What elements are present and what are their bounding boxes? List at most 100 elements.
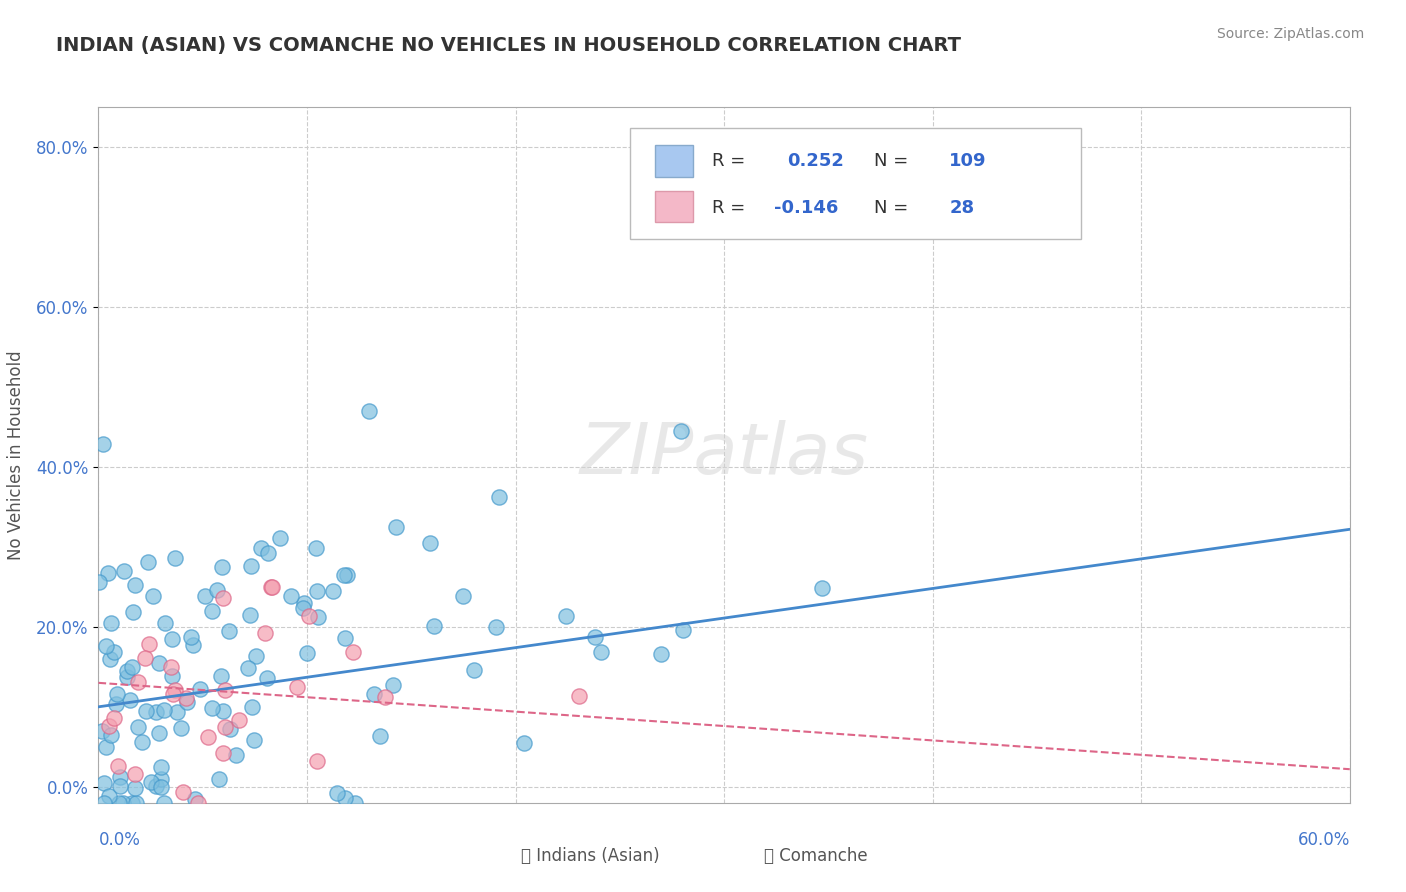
Point (91, 436, 114, 450)
Point (108, 779, 131, 793)
Point (162, 669, 184, 683)
Point (260, 580, 283, 594)
Point (142, 589, 165, 603)
Point (295, 646, 318, 660)
Point (89, 574, 111, 589)
Point (162, 687, 184, 701)
Point (810, 581, 832, 595)
Point (589, 644, 612, 658)
Point (583, 630, 606, 644)
Point (148, 656, 170, 670)
Point (344, 796, 367, 810)
Point (150, 780, 173, 794)
Point (124, 796, 146, 810)
Point (127, 720, 149, 734)
Point (98, 789, 121, 804)
Point (285, 681, 308, 695)
Text: N =: N = (875, 199, 914, 217)
Point (305, 584, 328, 599)
Point (100, 729, 122, 743)
Point (292, 596, 315, 610)
Point (555, 609, 578, 624)
Point (363, 688, 385, 702)
Point (333, 568, 356, 582)
Point (148, 726, 170, 740)
Point (108, 770, 131, 784)
Point (166, 705, 188, 719)
Point (112, 796, 135, 810)
Point (240, 700, 263, 714)
Text: 0.0%: 0.0% (98, 830, 141, 848)
Point (124, 578, 146, 592)
Y-axis label: No Vehicles in Household: No Vehicles in Household (7, 350, 25, 560)
Point (127, 674, 149, 689)
Point (96, 739, 118, 754)
Point (374, 690, 396, 704)
Point (381, 678, 404, 692)
Point (212, 591, 235, 606)
Text: R =: R = (711, 199, 751, 217)
Text: R =: R = (711, 153, 751, 170)
Point (250, 541, 273, 556)
Point (322, 583, 344, 598)
Point (292, 601, 315, 615)
Point (153, 796, 176, 810)
Point (124, 767, 146, 781)
Point (155, 616, 177, 631)
Point (208, 772, 231, 786)
Point (94, 639, 117, 653)
Point (463, 663, 485, 677)
Point (160, 659, 183, 673)
Point (108, 796, 131, 810)
Point (209, 669, 232, 683)
Point (419, 535, 441, 549)
Point (335, 790, 357, 805)
Text: 60.0%: 60.0% (1298, 830, 1350, 848)
FancyBboxPatch shape (630, 128, 1081, 239)
Point (485, 620, 508, 634)
Point (298, 608, 321, 623)
Point (194, 589, 217, 603)
Point (134, 651, 156, 665)
Point (568, 689, 591, 703)
Point (370, 729, 392, 743)
Point (342, 645, 364, 659)
Point (188, 682, 211, 697)
Point (214, 682, 236, 697)
Text: ⬜ Comanche: ⬜ Comanche (763, 847, 868, 865)
Point (153, 703, 176, 717)
Point (180, 631, 202, 645)
Point (98, 652, 121, 666)
Point (336, 568, 359, 582)
Point (326, 785, 349, 799)
Point (650, 647, 672, 661)
Point (124, 780, 146, 795)
Point (149, 760, 172, 774)
Point (149, 772, 172, 787)
Point (238, 661, 260, 675)
Bar (655, 145, 693, 177)
Point (103, 645, 125, 659)
Point (121, 796, 143, 810)
Point (141, 774, 163, 789)
Point (90, 723, 112, 738)
Point (107, 758, 129, 772)
Point (488, 490, 510, 504)
Point (357, 404, 380, 418)
Point (93, 775, 115, 789)
Point (205, 583, 228, 598)
Point (280, 590, 302, 604)
Point (307, 609, 329, 624)
Point (201, 604, 224, 618)
Point (219, 722, 242, 736)
Point (211, 704, 233, 718)
Point (307, 754, 329, 768)
Point (228, 714, 250, 728)
Point (176, 695, 198, 709)
Point (169, 722, 191, 736)
Point (201, 701, 224, 715)
Point (672, 623, 695, 637)
Point (138, 555, 160, 569)
Point (107, 687, 129, 701)
Point (104, 698, 127, 712)
